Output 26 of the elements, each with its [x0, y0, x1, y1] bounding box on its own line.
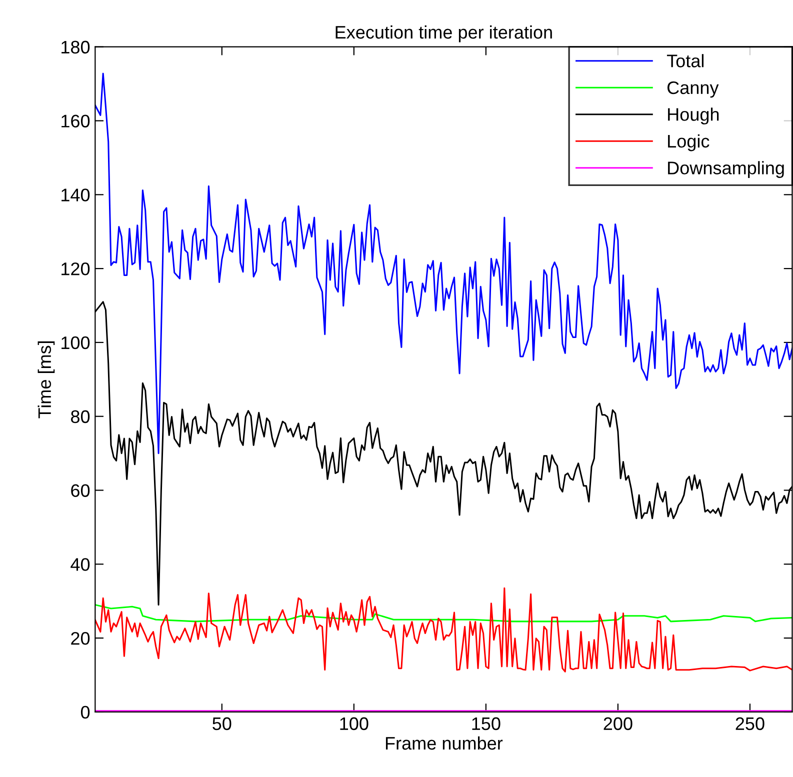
legend-label: Canny	[667, 81, 719, 98]
x-tick-label: 50	[212, 717, 232, 730]
y-tick-label: 0	[80, 706, 90, 719]
legend-label: Logic	[668, 134, 710, 152]
y-tick-label: 60	[71, 484, 90, 497]
legend-label: Total	[666, 54, 704, 68]
y-tick-label: 20	[71, 632, 90, 645]
chart-title: Execution time per iteration	[336, 25, 552, 42]
y-tick-label: 100	[62, 336, 90, 350]
y-tick-label: 140	[62, 188, 90, 202]
x-tick-label: 250	[736, 717, 764, 730]
legend-label: Hough	[668, 108, 719, 124]
line-series	[95, 72, 792, 454]
x-tick-label: 100	[340, 717, 368, 730]
line-series	[95, 587, 792, 672]
x-tick-label: 150	[472, 717, 500, 730]
x-tick-label: 200	[604, 717, 632, 730]
y-tick-label: 80	[71, 410, 90, 424]
line-series	[95, 604, 792, 622]
legend-label: Downsampling	[668, 161, 784, 178]
x-axis-title: Frame number	[386, 736, 503, 750]
y-tick-label: 180	[62, 40, 90, 54]
y-axis-title: Time [ms]	[38, 341, 55, 418]
y-tick-label: 120	[62, 262, 90, 276]
y-tick-label: 160	[62, 114, 90, 128]
y-tick-label: 40	[70, 558, 90, 571]
